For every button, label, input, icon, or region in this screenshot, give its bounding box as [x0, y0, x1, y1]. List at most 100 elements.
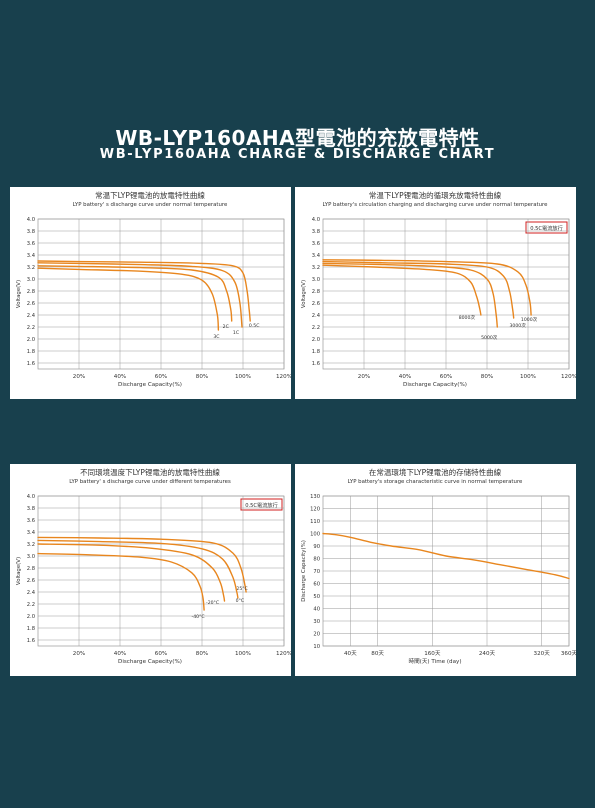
series-line: [37, 265, 233, 322]
x-tick-label: 320天: [534, 650, 551, 657]
y-tick-label: 3.0: [27, 277, 35, 283]
chart-title: 在常温環境下LYP锂電池的存储特性曲線: [369, 467, 502, 477]
series-label: 3C: [213, 334, 219, 340]
y-tick-label: 50: [313, 594, 320, 600]
x-tick-label: 40天: [344, 650, 357, 657]
y-tick-label: 3.8: [27, 506, 35, 512]
series-label: -20°C: [206, 600, 219, 606]
y-tick-label: 3.6: [27, 241, 35, 247]
y-tick-label: 3.0: [312, 277, 320, 283]
x-tick-label: 80天: [371, 650, 384, 657]
series-label: 25°C: [236, 586, 247, 592]
chart-panel-discharge-normal: 常温下LYP锂電池的放電特性曲線 LYP battery' s discharge…: [10, 187, 291, 399]
y-tick-label: 3.2: [27, 542, 35, 548]
page-title-cn: WB-LYP160AHA型電池的充放電特性: [115, 126, 480, 150]
x-tick-label: 40%: [114, 374, 126, 380]
y-tick-label: 2.0: [27, 337, 35, 343]
x-tick-label: 360天: [561, 650, 576, 657]
y-tick-label: 3.2: [27, 265, 35, 271]
y-tick-label: 2.4: [27, 590, 36, 596]
chart-title: 不同環境温度下LYP锂電池的放電特性曲線: [80, 467, 220, 477]
y-tick-label: 2.6: [312, 301, 320, 307]
x-axis-label: Discharge Capecity(%): [118, 659, 182, 665]
y-axis-label: Discharge Capacity(%): [301, 540, 307, 602]
tag-box: [525, 221, 568, 234]
chart-title: 常温下LYP锂電池的放電特性曲線: [95, 190, 205, 200]
series-label: 1C: [233, 330, 239, 336]
y-tick-label: 60: [313, 582, 320, 588]
y-tick-label: 3.2: [312, 265, 320, 271]
tag-label: 0.5C電流放行: [530, 224, 563, 232]
chart-subtitle: LYP battery' s discharge curve under dif…: [69, 479, 231, 485]
series-line: [37, 539, 239, 599]
y-axis-label: Voltage(V): [301, 280, 307, 308]
y-tick-label: 90: [313, 544, 320, 550]
series-label: 0°C: [236, 598, 244, 604]
x-tick-label: 100%: [235, 374, 251, 380]
x-tick-label: 60%: [155, 374, 167, 380]
y-tick-label: 3.8: [312, 229, 320, 235]
y-tick-label: 30: [313, 619, 320, 625]
x-tick-label: 100%: [520, 374, 536, 380]
chart-subtitle: LYP battery's circulation charging and d…: [323, 202, 549, 208]
x-tick-label: 120%: [276, 374, 291, 380]
series-label: -40°C: [192, 614, 205, 620]
x-tick-label: 240天: [479, 650, 496, 657]
y-tick-label: 2.8: [27, 566, 35, 572]
series-label: 8000次: [459, 314, 476, 321]
y-tick-label: 100: [310, 532, 320, 538]
x-tick-label: 60%: [440, 374, 452, 380]
chart-panel-cycle: 常温下LYP锂電池的循環充放電特性曲線 LYP battery's circula…: [295, 187, 576, 399]
series-label: 2C: [223, 324, 229, 330]
y-tick-label: 20: [313, 632, 320, 638]
y-tick-label: 1.6: [27, 361, 35, 367]
y-tick-label: 40: [313, 607, 320, 613]
y-tick-label: 2.0: [312, 337, 320, 343]
y-tick-label: 110: [310, 519, 320, 525]
y-tick-label: 1.8: [27, 626, 35, 632]
series-label: 1000次: [521, 316, 538, 323]
x-tick-label: 40%: [399, 374, 411, 380]
series-line: [37, 543, 226, 602]
y-tick-label: 2.8: [312, 289, 320, 295]
series-line: [322, 259, 532, 316]
y-tick-label: 3.4: [27, 253, 36, 259]
x-tick-label: 40%: [114, 651, 126, 657]
y-tick-label: 120: [310, 507, 320, 513]
series-line: [322, 260, 515, 319]
y-tick-label: 3.6: [312, 241, 320, 247]
y-tick-label: 3.4: [27, 530, 36, 536]
series-label: 0.5C: [249, 323, 260, 329]
y-axis-label: Voltage(V): [16, 557, 22, 585]
series-line: [37, 260, 251, 322]
x-tick-label: 120%: [561, 374, 576, 380]
x-tick-label: 160天: [424, 650, 441, 657]
y-tick-label: 4.0: [27, 494, 35, 500]
series-line: [322, 532, 570, 580]
x-tick-label: 80%: [196, 374, 208, 380]
y-axis-label: Voltage(V): [16, 280, 22, 308]
x-tick-label: 80%: [196, 651, 208, 657]
x-tick-label: 100%: [235, 651, 251, 657]
series-line: [322, 264, 482, 316]
chart-panel-storage: 在常温環境下LYP锂電池的存储特性曲線 LYP battery's storage…: [295, 464, 576, 676]
x-tick-label: 60%: [155, 651, 167, 657]
y-tick-label: 2.4: [312, 313, 321, 319]
chart-storage: 在常温環境下LYP锂電池的存储特性曲線 LYP battery's storage…: [301, 467, 576, 665]
series-line: [37, 536, 247, 593]
x-axis-label: Discharge Capacity(%): [118, 382, 182, 388]
y-tick-label: 3.4: [312, 253, 321, 259]
chart-cycle: 常温下LYP锂電池的循環充放電特性曲線 LYP battery's circula…: [301, 190, 576, 388]
y-tick-label: 130: [310, 494, 320, 500]
series-line: [37, 267, 220, 331]
x-tick-label: 20%: [73, 374, 85, 380]
y-tick-label: 4.0: [27, 217, 35, 223]
x-tick-label: 120%: [276, 651, 291, 657]
y-tick-label: 2.2: [27, 325, 35, 331]
chart-discharge-normal: 常温下LYP锂電池的放電特性曲線 LYP battery' s discharge…: [16, 190, 291, 388]
chart-subtitle: LYP battery's storage characteristic cur…: [348, 479, 523, 485]
y-tick-label: 2.6: [27, 578, 35, 584]
y-tick-label: 1.6: [27, 638, 35, 644]
series-line: [37, 262, 243, 328]
y-tick-label: 3.8: [27, 229, 35, 235]
